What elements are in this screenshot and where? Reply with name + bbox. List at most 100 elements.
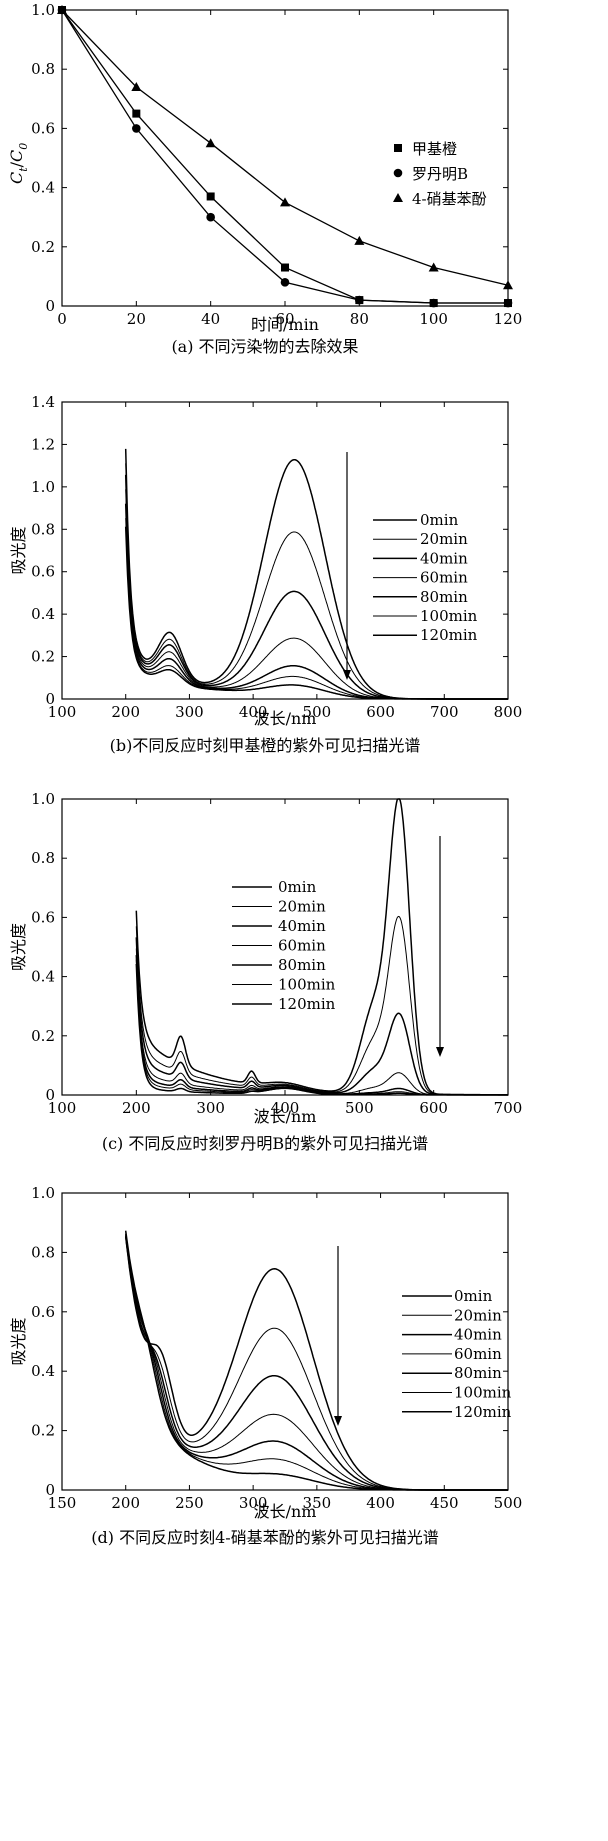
y-tick-label: 0.2 bbox=[31, 648, 55, 666]
x-tick-label: 600 bbox=[419, 1099, 448, 1117]
x-tick-label: 200 bbox=[122, 1099, 151, 1117]
data-point-triangle bbox=[131, 81, 142, 91]
x-tick-label: 200 bbox=[111, 703, 140, 721]
data-point-square bbox=[206, 192, 215, 201]
legend-marker-square bbox=[394, 144, 402, 152]
legend-label: 40min bbox=[454, 1326, 502, 1344]
spectrum-20min bbox=[125, 1236, 508, 1491]
legend-label: 0min bbox=[278, 878, 317, 896]
data-point-triangle bbox=[503, 280, 513, 290]
legend-label: 4-硝基苯酚 bbox=[412, 190, 487, 208]
legend-label: 罗丹明B bbox=[412, 165, 468, 183]
legend-label: 80min bbox=[278, 956, 326, 974]
chart-panel-2: 100 200 300 400 500 600 700 800 0 0.2 0.4 0.6 0.8 1.0… bbox=[9, 393, 522, 755]
spectrum-0min bbox=[124, 1236, 508, 1491]
x-tick-label: 500 bbox=[303, 703, 332, 721]
data-point-square bbox=[132, 109, 141, 118]
data-point-triangle bbox=[57, 5, 67, 14]
legend-label: 100min bbox=[454, 1384, 512, 1402]
x-tick-label: 100 bbox=[48, 703, 77, 721]
x-tick-label: 700 bbox=[430, 703, 459, 721]
y-tick-label: 0 bbox=[45, 690, 55, 708]
y-axis-label-part: t bbox=[17, 167, 30, 172]
y-tick-label: 0.8 bbox=[31, 1243, 55, 1261]
y-tick-label: 0.6 bbox=[31, 1303, 55, 1321]
x-tick-label: 0 bbox=[57, 310, 67, 328]
spectrum-40min bbox=[124, 1236, 508, 1491]
x-tick-label: 120 bbox=[494, 310, 523, 328]
y-tick-label: 1.0 bbox=[31, 790, 55, 808]
y-tick-label: 1.0 bbox=[31, 478, 55, 496]
chart-panel-4: 150 200 250 300 350 400 450 500 0 0.2 0.4 0.6 0.8 1.0… bbox=[9, 1184, 522, 1547]
figure-caption: (a) 不同污染物的去除效果 bbox=[171, 337, 358, 356]
y-tick-label: 0.4 bbox=[31, 605, 55, 623]
chart-panel-1: 0 20 40 60 80 100 120 0 0.2 0.4 0.6 0.8 1.0 时间/min (a)… bbox=[7, 1, 522, 356]
legend-label: 甲基橙 bbox=[412, 140, 457, 158]
y-tick-label: 1.0 bbox=[31, 1184, 55, 1202]
y-tick-label: 1.2 bbox=[31, 435, 55, 453]
x-tick-label: 450 bbox=[430, 1494, 459, 1512]
legend-label: 120min bbox=[420, 626, 478, 644]
data-point-triangle bbox=[205, 138, 216, 148]
x-axis-label: 波长/nm bbox=[254, 1107, 317, 1126]
x-tick-label: 100 bbox=[419, 310, 448, 328]
x-tick-label: 500 bbox=[494, 1494, 523, 1512]
x-tick-label: 200 bbox=[111, 1494, 140, 1512]
figure-caption: (b)不同反应时刻甲基橙的紫外可见扫描光谱 bbox=[110, 736, 421, 755]
legend-label: 60min bbox=[420, 569, 468, 587]
y-tick-label: 0 bbox=[45, 297, 55, 315]
y-axis-label-part: / bbox=[7, 161, 26, 167]
legend-label: 40min bbox=[420, 549, 468, 567]
plot-frame bbox=[61, 1192, 509, 1491]
data-point-circle bbox=[503, 298, 513, 308]
x-axis-label: 时间/min bbox=[251, 315, 319, 334]
x-tick-label: 20 bbox=[127, 310, 146, 328]
legend-label: 80min bbox=[420, 588, 468, 606]
trend-arrow-head bbox=[343, 670, 351, 680]
x-axis-label: 波长/nm bbox=[254, 709, 317, 728]
spectrum-120min bbox=[135, 963, 508, 1096]
x-tick-label: 700 bbox=[494, 1099, 523, 1117]
y-axis-label: 吸光度 bbox=[9, 1317, 28, 1365]
y-tick-label: 0.4 bbox=[31, 968, 55, 986]
figure-caption: (c) 不同反应时刻罗丹明B的紫外可见扫描光谱 bbox=[102, 1134, 428, 1153]
data-point-circle bbox=[355, 295, 364, 305]
figure-caption: (d) 不同反应时刻4-硝基苯酚的紫外可见扫描光谱 bbox=[91, 1528, 438, 1547]
legend-label: 40min bbox=[278, 917, 326, 935]
spectrum-120min bbox=[124, 1230, 508, 1491]
y-tick-label: 0.8 bbox=[31, 520, 55, 538]
y-tick-label: 0.6 bbox=[31, 119, 55, 137]
y-axis-label-part: C bbox=[7, 172, 26, 184]
x-tick-label: 300 bbox=[239, 1494, 268, 1512]
x-tick-label: 600 bbox=[366, 703, 395, 721]
legend-label: 0min bbox=[420, 511, 459, 529]
y-tick-label: 0.8 bbox=[31, 849, 55, 867]
x-tick-label: 500 bbox=[345, 1099, 374, 1117]
y-tick-label: 0.8 bbox=[31, 60, 55, 78]
x-tick-label: 40 bbox=[201, 310, 220, 328]
y-tick-label: 0 bbox=[45, 1481, 55, 1499]
y-tick-label: 0.6 bbox=[31, 908, 55, 926]
data-point-circle bbox=[280, 278, 290, 287]
data-point-triangle bbox=[428, 262, 439, 272]
legend-label: 100min bbox=[278, 976, 336, 994]
plot-frame bbox=[61, 9, 509, 307]
data-point-triangle bbox=[280, 197, 290, 207]
y-tick-label: 0.2 bbox=[31, 1422, 55, 1440]
x-tick-label: 100 bbox=[48, 1099, 77, 1117]
y-tick-label: 1.0 bbox=[31, 1, 55, 19]
legend-marker-circle bbox=[393, 168, 403, 178]
x-tick-label: 150 bbox=[48, 1494, 77, 1512]
spectrum-100min bbox=[125, 1232, 508, 1491]
y-tick-label: 0.2 bbox=[31, 238, 55, 256]
legend-label: 80min bbox=[454, 1364, 502, 1382]
plot-frame bbox=[61, 401, 509, 700]
y-axis-label-part: 0 bbox=[17, 143, 30, 150]
y-axis-label: 吸光度 bbox=[9, 526, 28, 574]
x-tick-label: 350 bbox=[303, 1494, 332, 1512]
x-tick-label: 400 bbox=[239, 703, 268, 721]
legend-marker-triangle bbox=[393, 193, 403, 202]
spectrum-120min bbox=[124, 526, 508, 700]
y-tick-label: 0.2 bbox=[31, 1027, 55, 1045]
